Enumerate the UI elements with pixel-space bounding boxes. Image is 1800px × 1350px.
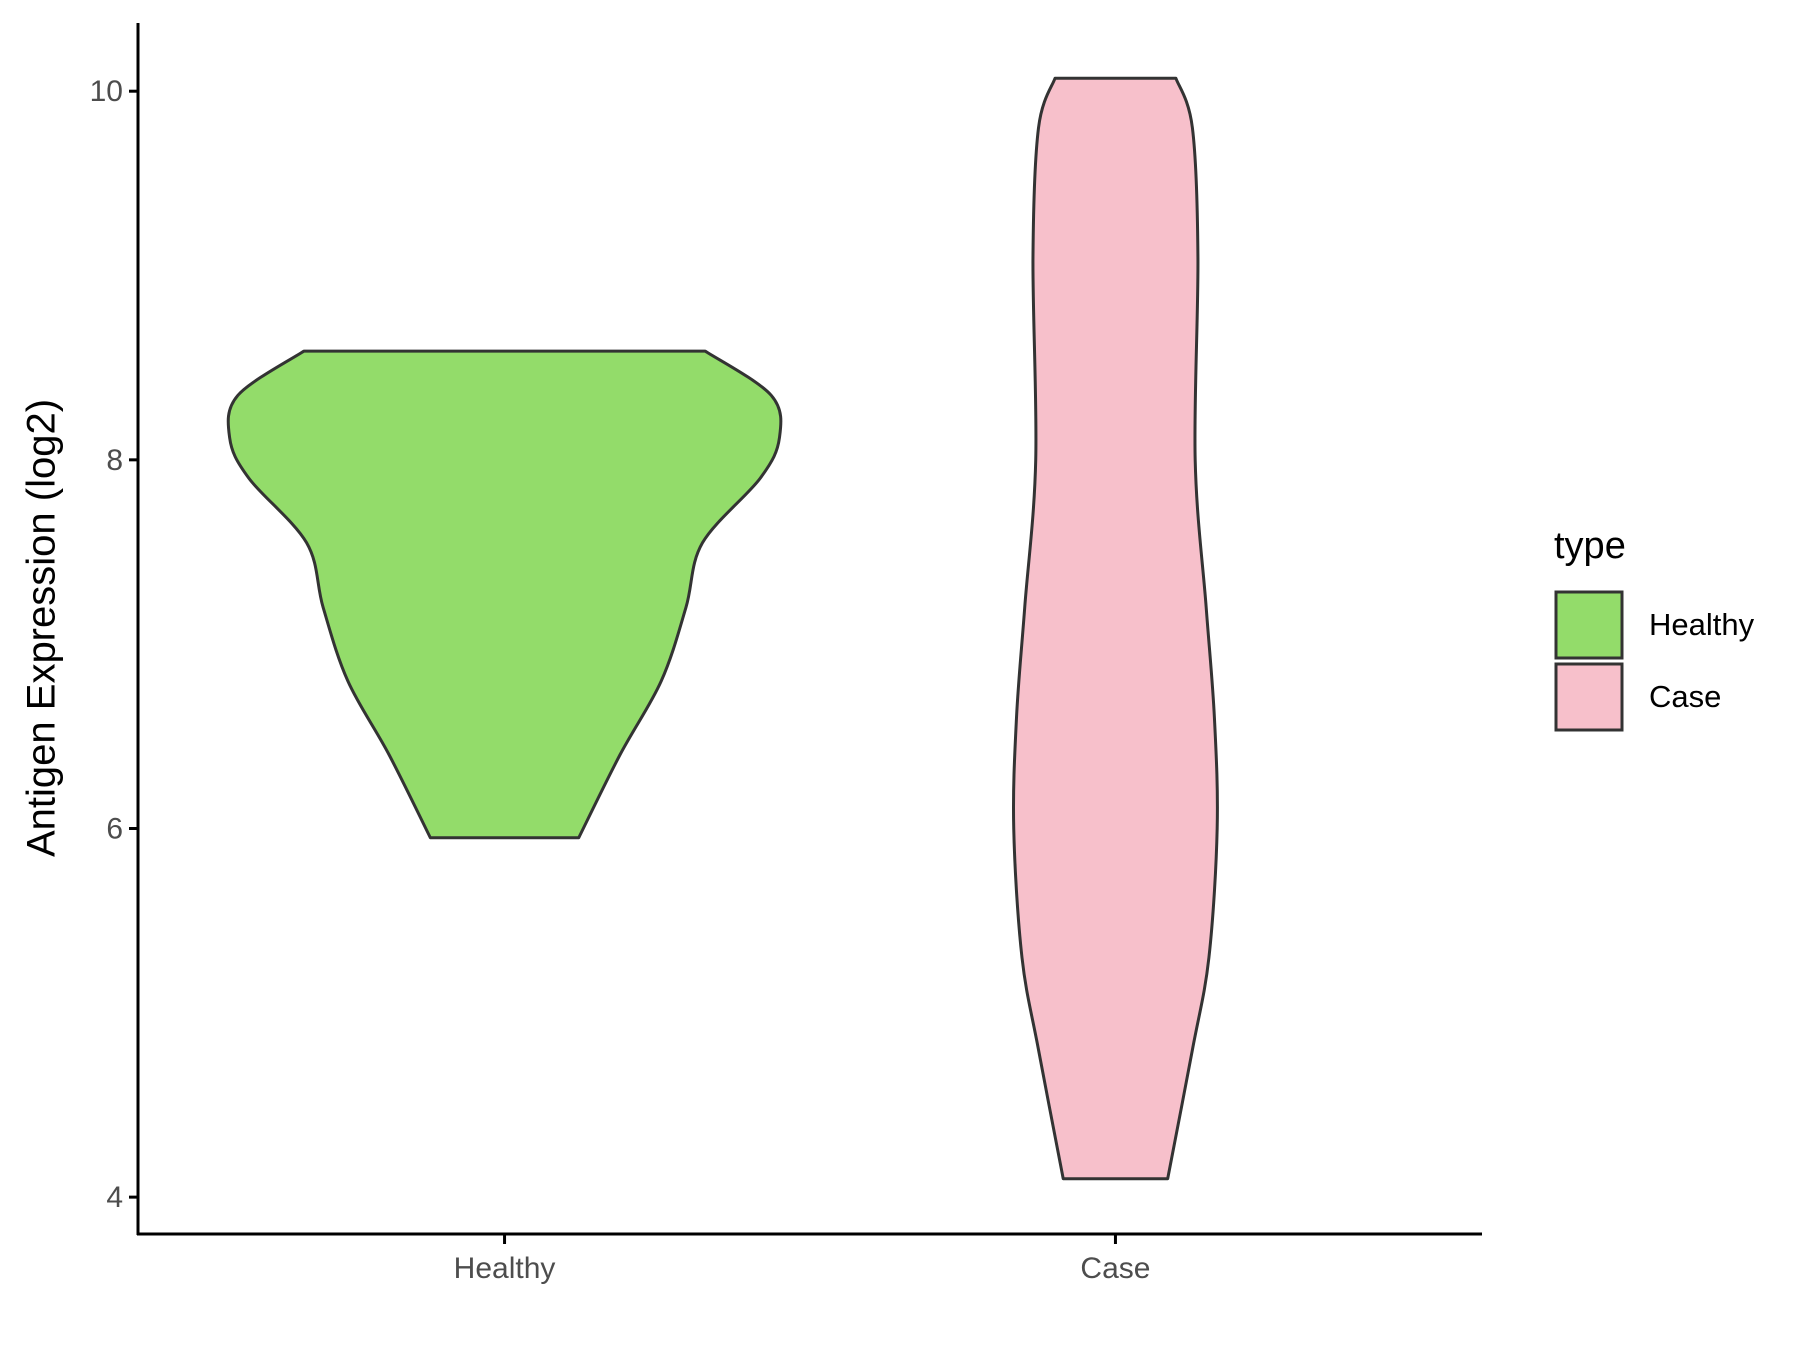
y-tick-label: 4 (106, 1181, 123, 1214)
y-tick-label: 8 (106, 444, 123, 477)
x-tick-label: Healthy (454, 1252, 556, 1285)
violin (226, 349, 783, 840)
y-tick-label: 6 (106, 812, 123, 845)
legend-title: type (1554, 525, 1626, 567)
x-tick-label: Case (1080, 1252, 1150, 1285)
legend-key (1554, 590, 1624, 660)
y-tick-label: 10 (90, 75, 123, 108)
legend-key (1554, 662, 1624, 732)
legend-label: Case (1649, 679, 1721, 714)
y-axis-title: Antigen Expression (log2) (20, 399, 64, 857)
violin (1011, 76, 1219, 1181)
legend-label: Healthy (1649, 607, 1755, 642)
